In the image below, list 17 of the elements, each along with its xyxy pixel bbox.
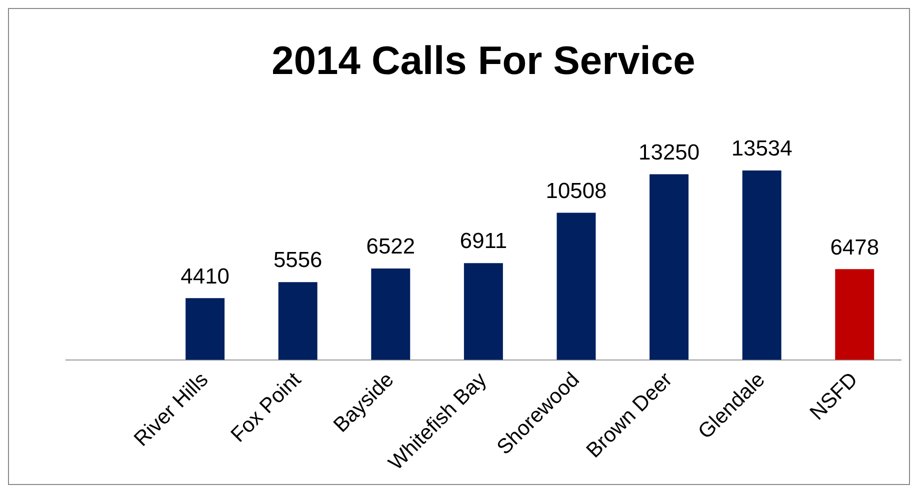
- bar: [650, 174, 689, 360]
- bar: [278, 282, 318, 360]
- data-label: 4410: [180, 263, 230, 288]
- bar: [835, 269, 874, 360]
- chart-title: 2014 Calls For Service: [272, 38, 696, 83]
- bar: [186, 298, 225, 360]
- bar: [464, 263, 503, 360]
- data-label: 13250: [638, 139, 700, 164]
- bar: [371, 268, 410, 360]
- data-label: 6478: [830, 234, 880, 260]
- data-label: 13534: [731, 135, 792, 160]
- data-label: 6522: [366, 234, 416, 259]
- bar: [556, 212, 596, 360]
- data-label: 10508: [546, 178, 607, 203]
- data-label: 5556: [273, 247, 322, 272]
- data-label: 6911: [460, 228, 508, 254]
- bar: [742, 170, 782, 360]
